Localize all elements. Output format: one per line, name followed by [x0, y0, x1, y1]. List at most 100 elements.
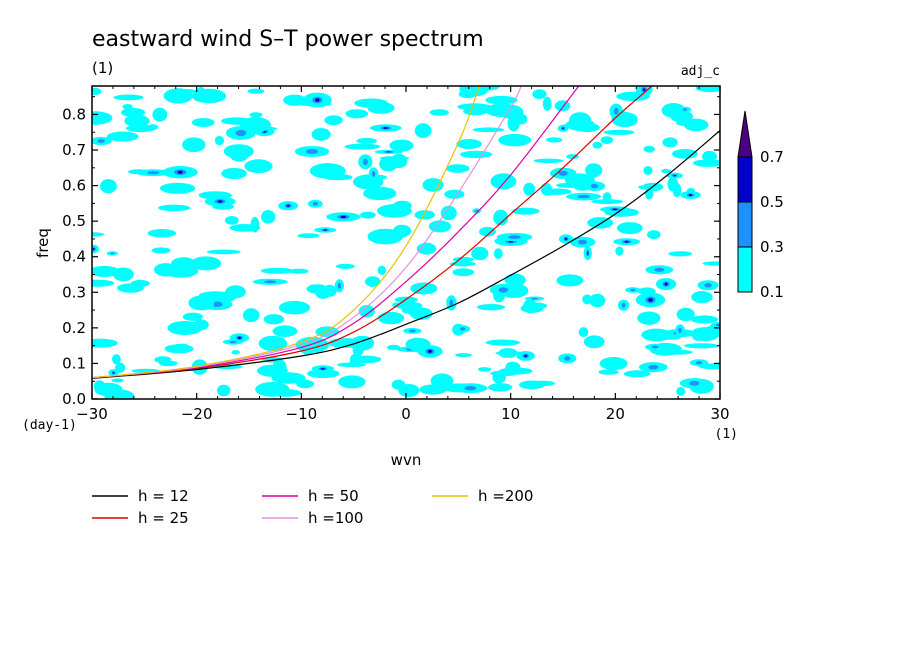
contour-blob: [258, 335, 288, 352]
contour-blob: [446, 164, 470, 173]
contour-blob: [638, 185, 650, 190]
series-line-2: [92, 86, 580, 379]
contour-blob: [542, 191, 554, 196]
x-tick-label: 0: [401, 405, 411, 423]
contour-blob: [312, 202, 318, 206]
colorbar-segment: [737, 246, 753, 293]
contour-blob: [582, 294, 593, 305]
contour-blob: [164, 344, 194, 354]
contour-blob: [100, 179, 117, 194]
contour-blob: [668, 251, 693, 257]
contour-blob: [94, 382, 123, 397]
contour-blob: [112, 371, 115, 374]
contour-blob: [578, 239, 587, 245]
contour-blob: [485, 103, 519, 117]
contour-blob: [562, 127, 564, 130]
contour-blob: [583, 335, 605, 349]
chart-title: eastward wind S–T power spectrum: [92, 27, 484, 52]
contour-blob: [263, 314, 285, 325]
contour-blob: [163, 88, 193, 104]
contour-blob: [479, 226, 496, 237]
contour-blob: [613, 107, 619, 115]
contour-blob: [92, 338, 118, 348]
contour-blob: [493, 248, 503, 259]
contour-blob: [231, 350, 240, 355]
contour-blob: [661, 103, 686, 118]
contour-blob: [224, 216, 239, 225]
y-tick-label: 0.6: [62, 177, 86, 195]
contour-blob: [392, 302, 401, 308]
contour-blob: [569, 112, 592, 128]
contour-blob: [662, 137, 678, 148]
contour-blob: [464, 386, 477, 391]
contour-blob: [592, 141, 603, 149]
contour-blob: [307, 369, 340, 379]
contour-blob: [286, 204, 290, 207]
contour-blob: [672, 182, 682, 198]
x-axis: −30 −20 −10 0 10 20 30: [76, 86, 730, 423]
contour-blob: [695, 361, 703, 365]
legend-label: h = 12: [138, 487, 189, 505]
contour-blob: [457, 103, 492, 111]
y-axis: 0.0 0.1 0.2 0.3 0.4 0.5 0.6 0.7 0.8: [62, 96, 720, 408]
contour-blob: [260, 267, 294, 274]
contour-blob: [452, 257, 474, 262]
y-tick-label: 0.0: [62, 390, 86, 408]
x-tick-label: 30: [710, 405, 729, 423]
contour-blob: [188, 295, 215, 311]
contour-blob: [163, 264, 199, 278]
x-tick-label: −30: [76, 405, 108, 423]
contour-blob: [642, 88, 646, 92]
contour-blob: [363, 186, 397, 201]
contour-blob: [367, 228, 404, 245]
contour-blob: [589, 293, 606, 308]
contour-blob: [422, 178, 444, 192]
contour-blob: [191, 118, 215, 127]
contour-blob: [564, 173, 595, 187]
contour-blob: [362, 158, 368, 166]
contour-blob: [229, 340, 237, 344]
contour-blob: [641, 328, 672, 342]
contour-blob: [365, 276, 381, 287]
contour-blob: [154, 356, 172, 364]
legend-label: h =200: [478, 487, 533, 505]
contour-blob: [345, 109, 369, 119]
contour-blob: [152, 107, 168, 122]
contour-blob: [524, 354, 528, 358]
contour-blob: [242, 308, 260, 323]
contour-blob: [268, 389, 302, 397]
contour-blob: [558, 170, 568, 176]
contour-blob: [664, 282, 668, 286]
contour-blob: [598, 369, 619, 375]
contour-blob: [455, 353, 472, 358]
contour-blob: [367, 102, 395, 114]
contour-blob: [315, 326, 340, 338]
y-tick-label: 0.8: [62, 105, 86, 123]
contour-blob: [651, 345, 659, 349]
y-tick-label: 0.4: [62, 248, 86, 266]
y-tick-label: 0.7: [62, 141, 86, 159]
contour-blob: [92, 232, 105, 237]
contour-blob: [193, 319, 209, 331]
contour-blob: [416, 242, 437, 255]
contour-blob: [387, 344, 401, 351]
contour-blob: [691, 291, 713, 304]
contour-blob: [616, 91, 651, 101]
contour-blob: [206, 249, 241, 255]
contour-blob: [654, 267, 665, 272]
contour-blob: [545, 137, 563, 143]
contour-blob: [182, 137, 206, 153]
contour-blob: [520, 303, 544, 313]
colorbar-segment: [737, 156, 753, 203]
contour-blob: [386, 151, 391, 153]
contour-blob: [371, 171, 376, 177]
contour-blob: [217, 200, 223, 203]
contour-blob: [237, 336, 241, 339]
contour-blob: [335, 263, 355, 269]
contour-blob: [391, 379, 406, 390]
contour-blob: [691, 328, 704, 341]
contour-blob: [676, 386, 686, 396]
contour-blob: [124, 114, 150, 128]
contour-blob: [702, 150, 718, 162]
contour-blob: [528, 380, 556, 387]
